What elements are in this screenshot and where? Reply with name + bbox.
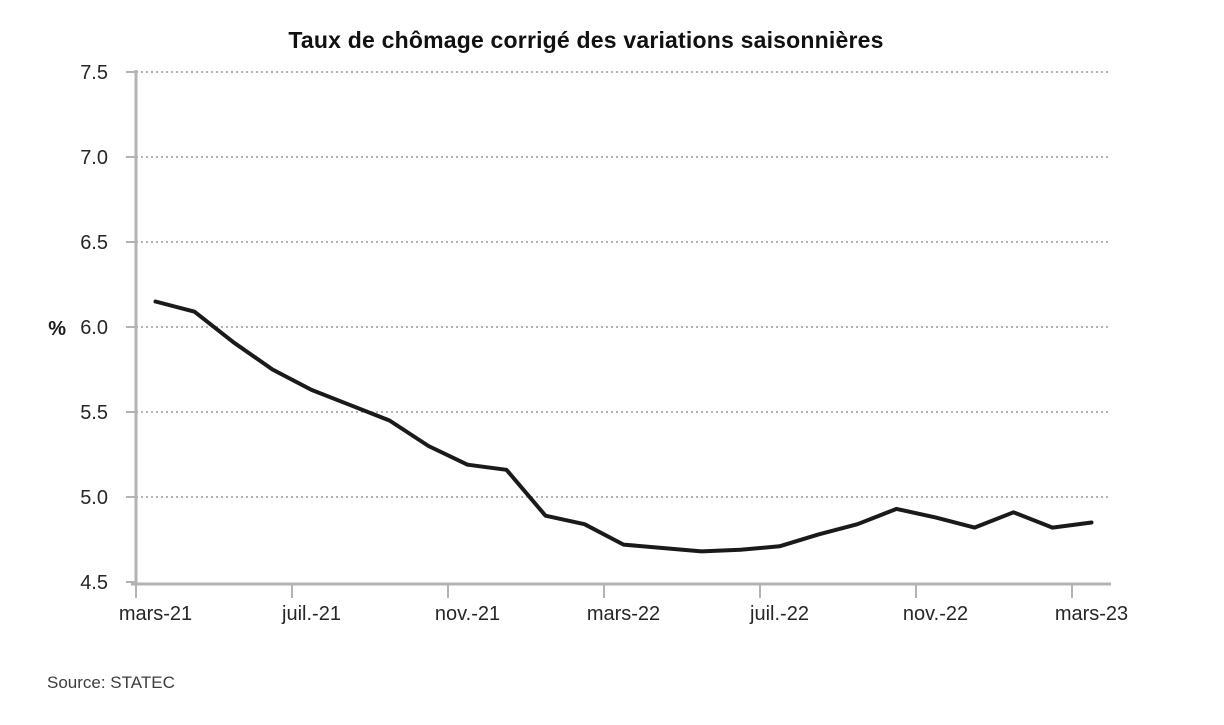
y-tick-label: 5.0: [80, 487, 108, 509]
x-tick-label: juil.-21: [281, 603, 341, 625]
x-tick-label: juil.-22: [749, 603, 809, 625]
chart-title: Taux de chômage corrigé des variations s…: [288, 27, 884, 53]
y-tick-label: 5.5: [80, 402, 108, 424]
x-tick-label: mars-21: [119, 603, 192, 625]
x-tick-label: nov.-22: [903, 603, 968, 625]
y-tick-label: 4.5: [80, 572, 108, 594]
y-tick-label: 7.5: [80, 62, 108, 84]
x-tick-label: mars-22: [587, 603, 660, 625]
y-tick-label: 6.0: [80, 317, 108, 339]
unemployment-rate-series-line: [153, 299, 1094, 554]
source-note: Source: STATEC: [47, 673, 175, 692]
x-tick-label: nov.-21: [435, 603, 500, 625]
y-tick-label: 6.5: [80, 232, 108, 254]
x-tick-label: mars-23: [1055, 603, 1128, 625]
y-tick-label: 7.0: [80, 147, 108, 169]
y-axis-unit-label: %: [48, 318, 66, 340]
